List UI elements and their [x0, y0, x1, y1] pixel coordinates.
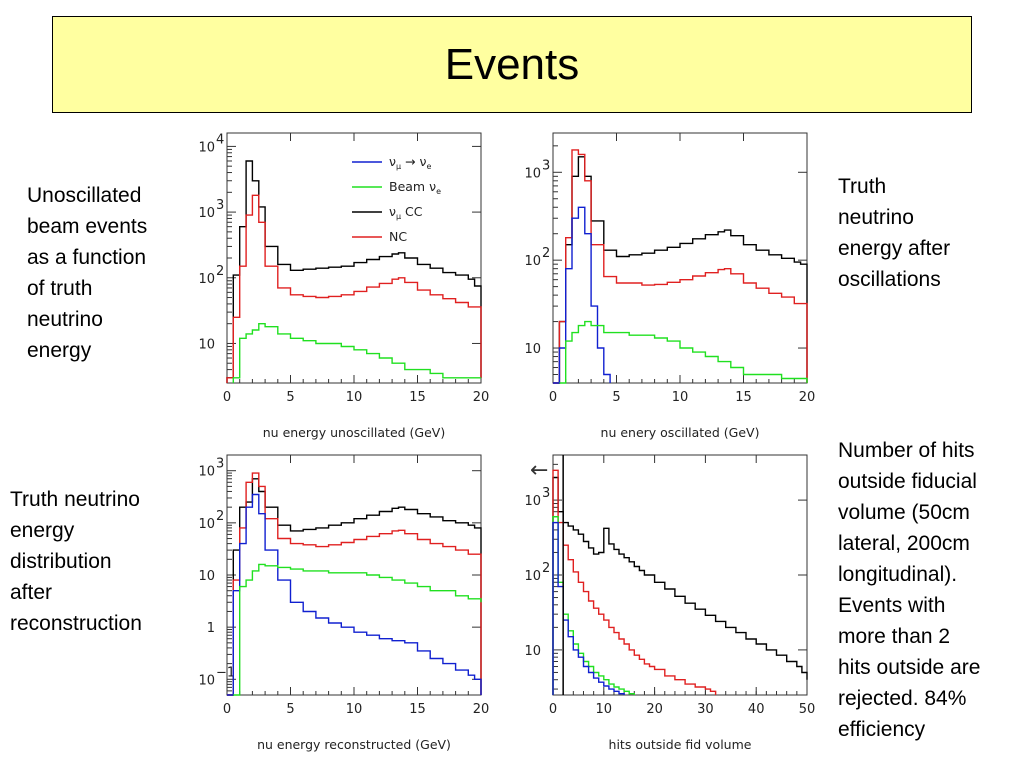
series-line-1: [226, 194, 482, 383]
y-tick-label: 10: [198, 337, 215, 352]
y-tick-exponent: 2: [216, 264, 224, 279]
x-tick-label: 20: [473, 702, 490, 717]
x-tick-label: 0: [223, 702, 231, 717]
series-line-1: [227, 472, 482, 696]
series-line-2: [553, 206, 611, 384]
y-tick-label: 10: [198, 140, 215, 155]
note-bottom-right: Number of hits outside fiducial volume (…: [838, 439, 981, 741]
series-line-3: [559, 320, 808, 384]
series-line-3: [233, 563, 482, 696]
x-tick-label: 10: [346, 702, 363, 717]
x-tick-label: 20: [646, 702, 663, 717]
note-top-left: Unoscillated beam events as a function o…: [27, 184, 148, 362]
y-tick-exponent: −1: [216, 665, 235, 680]
y-tick-label: 10: [524, 254, 541, 269]
y-tick-exponent: 2: [216, 509, 224, 524]
plot-frame: [552, 454, 808, 696]
series-line-1: [552, 469, 717, 695]
series-line-0: [553, 156, 808, 384]
y-tick-label: 10: [198, 517, 215, 532]
x-tick-label: 10: [672, 390, 689, 405]
x-tick-label: 10: [596, 702, 613, 717]
x-tick-label: 5: [286, 390, 294, 405]
series-line-0: [226, 160, 482, 383]
y-tick-label: 10: [198, 569, 215, 584]
y-tick-label: 10: [524, 644, 541, 659]
x-tick-label: 0: [223, 390, 231, 405]
x-axis-label: hits outside fid volume: [609, 737, 752, 752]
y-tick-label: 10: [524, 494, 541, 509]
y-tick-label: 10: [198, 272, 215, 287]
y-tick-label: 10: [524, 166, 541, 181]
series-line-1: [553, 149, 808, 384]
x-tick-label: 20: [473, 390, 490, 405]
y-tick-exponent: 3: [542, 158, 550, 173]
x-tick-label: 20: [799, 390, 816, 405]
x-axis-label: nu enery oscillated (GeV): [601, 425, 760, 440]
left-arrow-icon: ←: [530, 458, 549, 483]
series-line-2: [552, 516, 635, 695]
note-bottom-left: Truth neutrino energy distribution after…: [10, 488, 142, 635]
legend-label: νμ → νe: [389, 154, 431, 171]
y-tick-label: 10: [198, 673, 215, 688]
x-axis-label: nu energy reconstructed (GeV): [257, 737, 451, 752]
series-line-0: [552, 476, 808, 695]
slide-title: Events: [444, 39, 580, 89]
y-tick-label: 1: [207, 621, 215, 636]
note-top-right: Truth neutrino energy after oscillations: [838, 175, 951, 291]
y-tick-exponent: 3: [542, 486, 550, 501]
series-line-2: [232, 323, 481, 383]
y-tick-exponent: 3: [216, 198, 224, 213]
series-line-0: [227, 478, 482, 696]
x-tick-label: 5: [286, 702, 294, 717]
x-tick-label: 15: [735, 390, 752, 405]
y-tick-label: 10: [198, 465, 215, 480]
x-axis-label: nu energy unoscillated (GeV): [263, 425, 445, 440]
x-tick-label: 0: [549, 390, 557, 405]
legend-label: NC: [389, 229, 407, 244]
y-tick-label: 10: [524, 569, 541, 584]
title-box: Events: [52, 16, 972, 113]
y-tick-exponent: 4: [216, 132, 224, 147]
y-tick-exponent: 2: [542, 561, 550, 576]
y-tick-exponent: 2: [542, 246, 550, 261]
x-tick-label: 15: [409, 702, 426, 717]
x-tick-label: 40: [748, 702, 765, 717]
x-tick-label: 0: [549, 702, 557, 717]
x-tick-label: 50: [799, 702, 816, 717]
x-tick-label: 10: [346, 390, 363, 405]
x-tick-label: 30: [697, 702, 714, 717]
y-tick-exponent: 3: [216, 457, 224, 472]
legend-label: νμ CC: [389, 204, 423, 221]
x-tick-label: 15: [409, 390, 426, 405]
y-tick-label: 10: [198, 206, 215, 221]
series-line-2: [227, 493, 482, 696]
legend-label: Beam νe: [389, 179, 441, 196]
y-tick-label: 10: [524, 342, 541, 357]
x-tick-label: 5: [612, 390, 620, 405]
